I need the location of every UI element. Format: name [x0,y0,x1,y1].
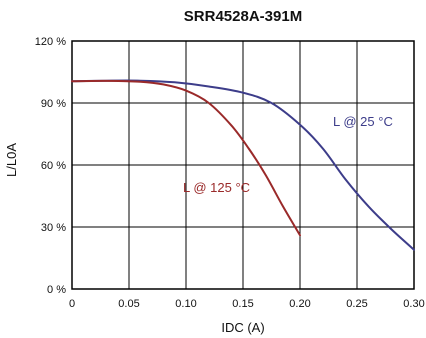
y-axis-label: L/L0A [4,143,19,177]
series-lines [71,79,415,251]
chart-title: SRR4528A-391M [184,8,302,25]
y-tick-label: 0 % [47,284,66,296]
series-label-125c: L @ 125 °C [183,180,250,195]
x-tick-label: 0.10 [175,298,196,310]
grid [72,41,414,289]
x-tick-labels: 0 0.05 0.10 0.15 0.20 0.25 0.30 [69,298,425,310]
x-tick-label: 0.20 [289,298,310,310]
plot-frame [71,40,415,290]
x-tick-label: 0.15 [232,298,253,310]
x-tick-label: 0.05 [118,298,139,310]
x-axis-label: IDC (A) [221,320,264,335]
series-label-25c: L @ 25 °C [333,114,393,129]
y-tick-label: 60 % [41,160,66,172]
y-tick-labels: 0 % 30 % 60 % 90 % 120 % [35,36,66,296]
y-tick-label: 30 % [41,222,66,234]
x-tick-label: 0 [69,298,75,310]
series-line-125c [71,79,301,237]
x-tick-label: 0.30 [403,298,424,310]
x-tick-label: 0.25 [346,298,367,310]
y-tick-label: 120 % [35,36,66,48]
y-tick-label: 90 % [41,98,66,110]
